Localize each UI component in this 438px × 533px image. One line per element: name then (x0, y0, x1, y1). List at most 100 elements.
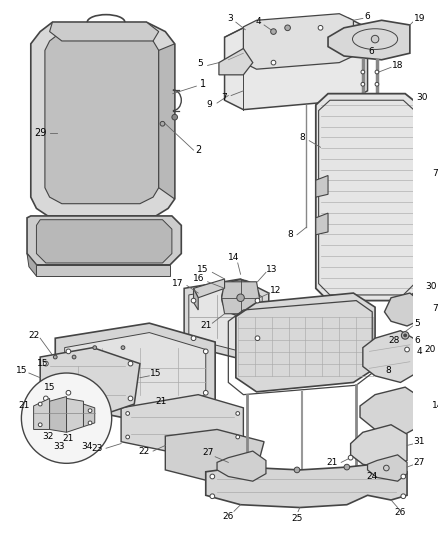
Circle shape (236, 411, 240, 415)
Polygon shape (45, 31, 159, 204)
Circle shape (72, 402, 76, 407)
Polygon shape (65, 333, 206, 411)
Polygon shape (236, 293, 375, 392)
Polygon shape (189, 286, 262, 351)
Text: 26: 26 (395, 508, 406, 516)
Polygon shape (316, 94, 419, 301)
Text: 13: 13 (266, 265, 277, 274)
Circle shape (191, 336, 196, 341)
Circle shape (237, 294, 244, 302)
Polygon shape (27, 216, 181, 265)
Text: 30: 30 (426, 282, 437, 291)
Text: 27: 27 (202, 448, 213, 457)
Text: 21: 21 (155, 397, 166, 406)
Circle shape (72, 424, 76, 429)
Text: 7: 7 (432, 304, 438, 313)
Polygon shape (385, 293, 422, 326)
Text: 7: 7 (432, 169, 438, 178)
Circle shape (43, 361, 48, 366)
Polygon shape (67, 399, 84, 432)
Text: 33: 33 (53, 442, 65, 451)
Text: 12: 12 (270, 286, 281, 295)
Circle shape (93, 346, 97, 350)
Polygon shape (328, 20, 410, 60)
Polygon shape (350, 425, 407, 470)
Polygon shape (49, 397, 67, 432)
Polygon shape (55, 323, 215, 423)
Polygon shape (84, 404, 95, 426)
Circle shape (361, 70, 365, 74)
Polygon shape (49, 22, 159, 41)
Text: 3: 3 (227, 14, 233, 23)
Text: 28: 28 (388, 336, 399, 345)
Circle shape (210, 474, 215, 479)
Text: 29: 29 (34, 128, 46, 138)
Polygon shape (194, 279, 225, 298)
Circle shape (53, 355, 57, 359)
Polygon shape (222, 282, 259, 314)
Circle shape (72, 355, 76, 359)
Polygon shape (367, 455, 407, 481)
Text: 15: 15 (37, 359, 49, 368)
Text: 5: 5 (197, 59, 203, 68)
Text: 1: 1 (200, 79, 206, 89)
Polygon shape (34, 399, 49, 430)
Text: 18: 18 (392, 61, 403, 70)
Polygon shape (316, 213, 328, 235)
Circle shape (160, 122, 165, 126)
Circle shape (210, 494, 215, 498)
Text: 8: 8 (385, 366, 391, 375)
Circle shape (128, 396, 133, 401)
Text: 26: 26 (223, 512, 234, 521)
Circle shape (361, 83, 365, 86)
Text: 32: 32 (42, 432, 53, 441)
Text: 8: 8 (287, 230, 293, 239)
Text: 20: 20 (424, 345, 435, 354)
Circle shape (384, 465, 389, 471)
Circle shape (375, 83, 379, 86)
Polygon shape (36, 220, 172, 263)
Circle shape (405, 347, 410, 352)
Polygon shape (219, 49, 253, 75)
Polygon shape (31, 22, 175, 216)
Text: 9: 9 (207, 100, 212, 109)
Circle shape (126, 411, 130, 415)
Circle shape (375, 70, 379, 74)
Text: 2: 2 (195, 145, 201, 155)
Circle shape (401, 474, 406, 479)
Circle shape (318, 26, 323, 30)
Text: 8: 8 (300, 133, 306, 142)
Circle shape (348, 455, 353, 460)
Text: 24: 24 (367, 472, 378, 481)
Circle shape (203, 390, 208, 395)
Circle shape (128, 361, 133, 366)
Circle shape (255, 336, 260, 341)
Text: 17: 17 (172, 279, 183, 288)
Circle shape (404, 334, 406, 337)
Text: 21: 21 (326, 458, 338, 467)
Circle shape (43, 396, 48, 401)
Circle shape (271, 29, 276, 35)
Text: 21: 21 (63, 434, 74, 443)
Circle shape (88, 409, 92, 413)
Text: 7: 7 (222, 93, 227, 102)
Circle shape (121, 346, 125, 350)
Text: 6: 6 (365, 12, 371, 21)
Text: 15: 15 (16, 366, 27, 375)
Circle shape (271, 60, 276, 65)
Text: 4: 4 (256, 17, 261, 26)
Text: 22: 22 (28, 331, 39, 340)
Text: 19: 19 (413, 14, 425, 23)
Text: 30: 30 (417, 93, 428, 102)
Circle shape (38, 423, 42, 426)
Text: 21: 21 (18, 401, 30, 410)
Circle shape (21, 373, 112, 463)
Polygon shape (206, 463, 407, 507)
Circle shape (191, 298, 196, 303)
Text: 16: 16 (192, 274, 204, 284)
Circle shape (371, 35, 379, 43)
Text: 31: 31 (413, 437, 425, 446)
Polygon shape (316, 175, 328, 197)
Circle shape (401, 332, 409, 339)
Circle shape (66, 349, 71, 354)
